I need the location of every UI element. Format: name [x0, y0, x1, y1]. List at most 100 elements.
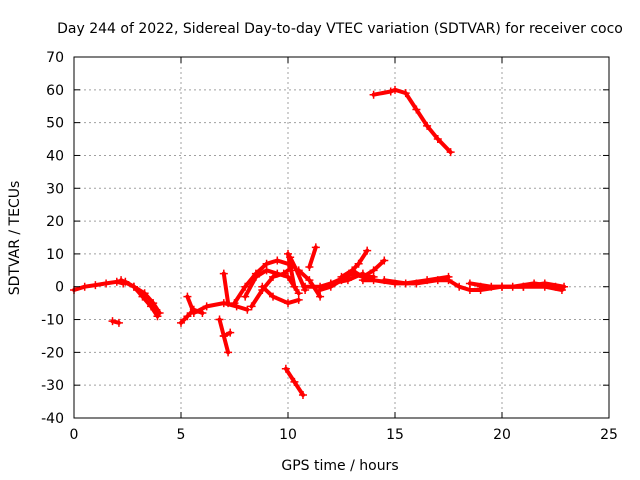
data-point [241, 282, 250, 291]
data-point [369, 90, 378, 99]
data-point [243, 305, 252, 314]
data-point [290, 282, 299, 291]
data-point [273, 256, 282, 265]
data-point [386, 87, 395, 96]
y-tick-label: 60 [46, 83, 64, 99]
data-point [508, 282, 517, 291]
data-point [530, 279, 539, 288]
data-point [369, 276, 378, 285]
data-point [279, 269, 288, 278]
data-point [117, 276, 126, 285]
data-point [189, 308, 198, 317]
y-tick-label: 40 [46, 148, 64, 164]
data-point [423, 276, 432, 285]
data-point [369, 266, 378, 275]
x-tick-label: 10 [279, 427, 297, 443]
y-tick-label: 70 [46, 50, 64, 66]
series-line [307, 245, 318, 269]
y-tick-label: 30 [46, 181, 64, 197]
data-point [286, 253, 295, 262]
y-axis-label: SDTVAR / TECUs [7, 181, 23, 296]
data-point [258, 282, 267, 291]
data-point [301, 282, 310, 291]
data-point [226, 328, 235, 337]
data-point [326, 279, 335, 288]
data-point [290, 377, 299, 386]
data-point [149, 299, 158, 308]
data-point [284, 299, 292, 308]
data-point [305, 263, 314, 272]
series-line [371, 87, 453, 155]
series-line [243, 268, 301, 299]
data-point [108, 317, 117, 326]
data-point [183, 312, 192, 321]
data-point [294, 295, 303, 304]
data-point [112, 277, 121, 286]
x-tick-label: 0 [70, 427, 79, 443]
data-point [114, 318, 123, 327]
data-point [230, 299, 239, 308]
y-tick-label: -40 [41, 411, 64, 427]
data-point [401, 89, 410, 98]
data-point [551, 282, 560, 291]
data-point [423, 121, 432, 130]
data-point [241, 292, 250, 301]
data-point [380, 276, 389, 285]
data-point [251, 272, 260, 281]
series-arc-18 [294, 266, 325, 301]
data-point [215, 315, 224, 324]
chart-title: Day 244 of 2022, Sidereal Day-to-day VTE… [57, 21, 623, 37]
series-line [221, 271, 231, 306]
data-point [224, 348, 233, 357]
x-tick-label: 15 [386, 427, 404, 443]
y-tick-label: 0 [55, 280, 64, 296]
series-arc-13 [258, 282, 303, 308]
data-point [305, 276, 314, 285]
data-point [177, 318, 185, 327]
data-point [391, 85, 399, 94]
data-point [433, 135, 442, 144]
plot-frame [73, 56, 610, 419]
data-point [183, 292, 192, 301]
axis-ticks: 0 5 10 15 20 25 -40 -30 -20 -10 0 10 20 30 40 50 60 70 [41, 50, 618, 443]
series-arc-25 [380, 272, 453, 288]
data-point [202, 302, 211, 311]
x-tick-label: 20 [493, 427, 511, 443]
y-tick-label: -20 [41, 345, 64, 361]
data-point [316, 286, 325, 295]
data-point [380, 256, 389, 265]
data-point [247, 302, 256, 311]
series-line [260, 284, 301, 306]
series-arc-11 [241, 266, 303, 301]
y-tick-label: 10 [46, 247, 64, 263]
data-point [219, 269, 228, 278]
y-tick-label: -30 [41, 378, 64, 394]
y-tick-label: 50 [46, 116, 64, 132]
series-arc-23 [369, 85, 455, 157]
series-arc-27 [465, 279, 560, 291]
data-point [348, 266, 357, 275]
y-tick-label: -10 [41, 313, 64, 329]
series-arc-17 [305, 243, 320, 272]
data-point [281, 364, 290, 373]
data-point [269, 292, 278, 301]
series-arc-9 [219, 269, 233, 308]
data-point [102, 279, 111, 288]
data-point [412, 105, 421, 114]
data-point [354, 259, 363, 268]
data-point [337, 272, 346, 281]
data-point [444, 272, 453, 281]
grid [74, 57, 609, 418]
series-arc-8 [219, 328, 235, 340]
data-point [455, 282, 464, 291]
data-point [401, 279, 410, 288]
y-tick-label: 20 [46, 214, 64, 230]
data-point [298, 391, 307, 400]
data-point [129, 282, 138, 291]
data-point [140, 289, 149, 298]
data-point [358, 276, 367, 285]
data-point [155, 308, 164, 317]
series-line [72, 279, 126, 292]
x-tick-label: 5 [177, 427, 186, 443]
